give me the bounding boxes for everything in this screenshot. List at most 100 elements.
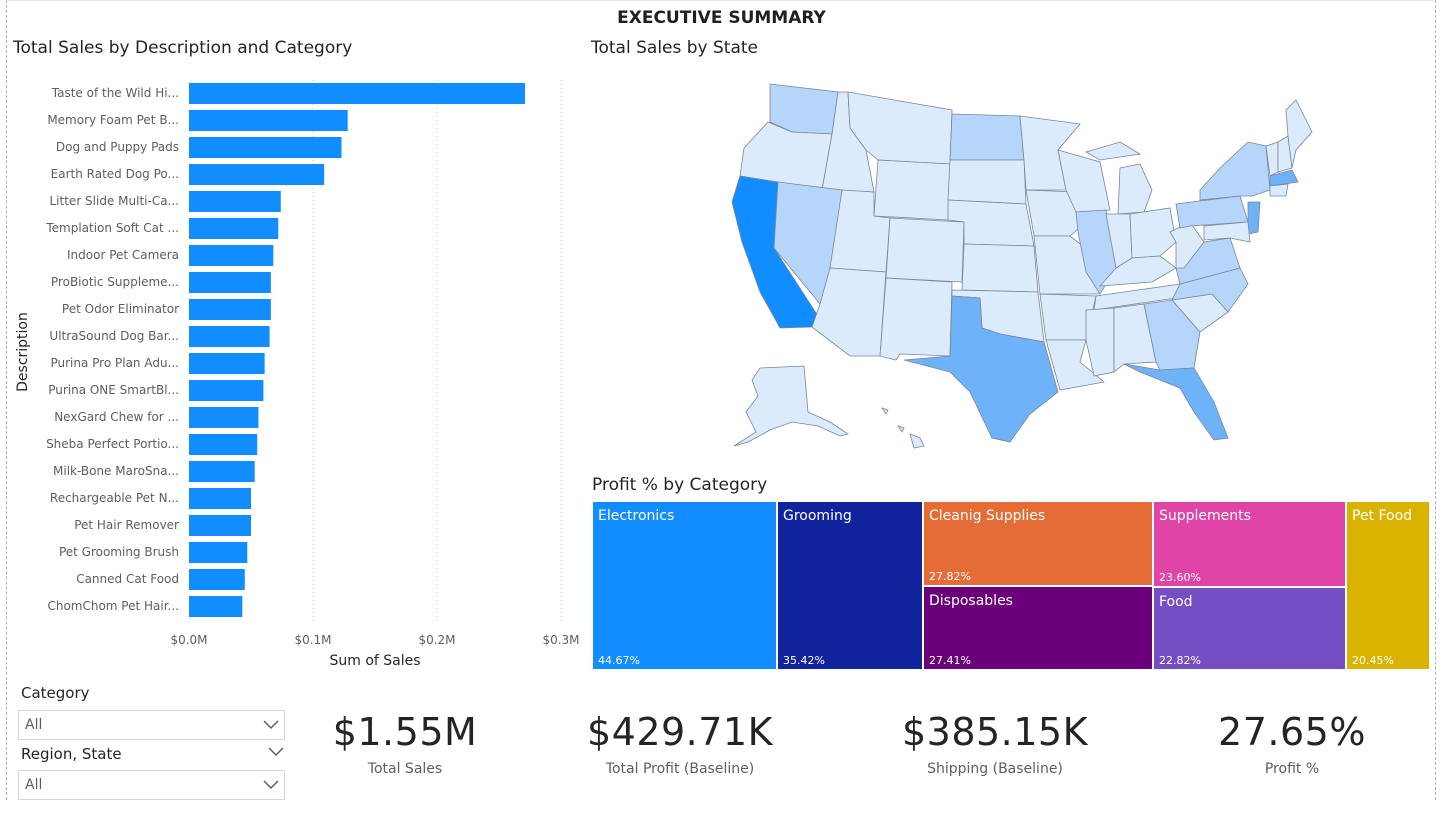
x-tick-label: $0.2M bbox=[418, 633, 455, 647]
bar[interactable] bbox=[189, 407, 259, 428]
tile-name: Grooming bbox=[783, 508, 852, 524]
state-kentucky[interactable] bbox=[1099, 255, 1177, 287]
shipping-value: $385.15K bbox=[901, 710, 1089, 754]
bar[interactable] bbox=[189, 299, 271, 320]
state-louisiana[interactable] bbox=[1045, 339, 1105, 391]
report-canvas bbox=[6, 0, 1436, 800]
y-tick-label: Litter Slide Multi-Ca... bbox=[50, 194, 180, 208]
state-north-dakota[interactable] bbox=[949, 113, 1025, 161]
chevron-down-icon[interactable] bbox=[263, 720, 279, 730]
state-south-dakota[interactable] bbox=[947, 159, 1027, 205]
treemap-tile-electronics[interactable]: Electronics 44.67% bbox=[592, 501, 777, 670]
y-tick-label: ChomChom Pet Hair... bbox=[47, 599, 179, 613]
y-tick-label: UltraSound Dog Bar... bbox=[49, 329, 179, 343]
tile-value: 27.41% bbox=[929, 654, 971, 667]
bar[interactable] bbox=[189, 110, 348, 131]
total-profit-label: Total Profit (Baseline) bbox=[605, 761, 755, 777]
bar[interactable] bbox=[189, 569, 245, 590]
us-sales-map[interactable] bbox=[700, 72, 1315, 457]
profit-treemap[interactable]: Electronics 44.67% Grooming 35.42% Clean… bbox=[592, 501, 1430, 670]
treemap-tile-pet-food[interactable]: Pet Food 20.45% bbox=[1346, 501, 1430, 670]
state-connecticut[interactable] bbox=[1269, 183, 1289, 197]
tile-name: Electronics bbox=[598, 508, 675, 524]
y-tick-label: Pet Grooming Brush bbox=[59, 545, 179, 559]
total-sales-value: $1.55M bbox=[332, 710, 478, 754]
bar[interactable] bbox=[189, 191, 281, 212]
state-alaska[interactable] bbox=[733, 365, 849, 447]
bar[interactable] bbox=[189, 83, 526, 104]
bar[interactable] bbox=[189, 488, 251, 509]
treemap-tile-supplements[interactable]: Supplements 23.60% bbox=[1153, 501, 1346, 587]
state-kansas[interactable] bbox=[961, 243, 1039, 293]
y-tick-label: Taste of the Wild Hi... bbox=[51, 86, 179, 100]
state-mississippi[interactable] bbox=[1085, 307, 1115, 377]
bar[interactable] bbox=[189, 461, 255, 482]
profit-percent-label: Profit % bbox=[1264, 761, 1320, 777]
shipping-label: Shipping (Baseline) bbox=[927, 761, 1063, 777]
category-dropdown[interactable]: All bbox=[18, 710, 285, 740]
y-tick-label: Milk-Bone MaroSna... bbox=[53, 464, 179, 478]
bar[interactable] bbox=[189, 245, 274, 266]
treemap-tile-disposables[interactable]: Disposables 27.41% bbox=[923, 586, 1153, 670]
state-new-mexico[interactable] bbox=[879, 277, 953, 361]
category-slicer-label: Category bbox=[21, 684, 90, 702]
state-alabama[interactable] bbox=[1113, 303, 1157, 373]
map-title: Total Sales by State bbox=[591, 38, 759, 58]
state-hawaii[interactable] bbox=[881, 407, 925, 449]
chevron-down-icon[interactable] bbox=[268, 747, 284, 757]
tile-value: 44.67% bbox=[598, 654, 640, 667]
state-new-jersey[interactable] bbox=[1247, 201, 1261, 235]
bar[interactable] bbox=[189, 434, 258, 455]
y-axis-title: Description bbox=[15, 312, 31, 392]
state-wyoming[interactable] bbox=[873, 159, 951, 221]
x-tick-label: $0.0M bbox=[170, 633, 207, 647]
tile-name: Food bbox=[1159, 594, 1193, 610]
state-maine[interactable] bbox=[1285, 99, 1313, 169]
state-new-york[interactable] bbox=[1199, 141, 1271, 201]
y-tick-label: Indoor Pet Camera bbox=[67, 248, 179, 262]
treemap-tile-food[interactable]: Food 22.82% bbox=[1153, 587, 1346, 670]
y-tick-label: Earth Rated Dog Po... bbox=[51, 167, 179, 181]
y-tick-label: Pet Hair Remover bbox=[74, 518, 179, 532]
state-colorado[interactable] bbox=[885, 217, 965, 283]
region-state-slicer-label: Region, State bbox=[21, 745, 122, 763]
bar[interactable] bbox=[189, 353, 265, 374]
state-illinois[interactable] bbox=[1075, 209, 1117, 295]
chevron-down-icon[interactable] bbox=[263, 780, 279, 790]
y-tick-label: Pet Odor Eliminator bbox=[62, 302, 179, 316]
state-texas[interactable] bbox=[903, 295, 1059, 443]
y-tick-label: Purina Pro Plan Adu... bbox=[50, 356, 179, 370]
tile-name: Disposables bbox=[929, 593, 1013, 609]
state-washington[interactable] bbox=[769, 83, 839, 135]
x-tick-label: $0.3M bbox=[542, 633, 579, 647]
state-ohio[interactable] bbox=[1129, 207, 1177, 259]
bar[interactable] bbox=[189, 272, 271, 293]
y-tick-label: Purina ONE SmartBl... bbox=[48, 383, 179, 397]
bar-chart[interactable]: $0.0M $0.1M $0.2M $0.3M Taste of the Wild Hi… bbox=[0, 70, 585, 675]
bar[interactable] bbox=[189, 218, 279, 239]
state-maryland[interactable] bbox=[1203, 221, 1251, 243]
state-massachusetts[interactable] bbox=[1269, 169, 1299, 187]
bar[interactable] bbox=[189, 542, 248, 563]
total-sales-label: Total Sales bbox=[367, 761, 443, 777]
bar[interactable] bbox=[189, 515, 251, 536]
region-state-dropdown[interactable]: All bbox=[18, 770, 285, 800]
total-profit-value: $429.71K bbox=[586, 710, 774, 754]
y-tick-label: Memory Foam Pet B... bbox=[47, 113, 179, 127]
treemap-tile-cleaning-supplies[interactable]: Cleanig Supplies 27.82% bbox=[923, 501, 1153, 586]
bar[interactable] bbox=[189, 596, 243, 617]
state-michigan[interactable] bbox=[1084, 141, 1153, 215]
tile-value: 23.60% bbox=[1159, 571, 1201, 584]
bar[interactable] bbox=[189, 326, 270, 347]
bar-chart-title: Total Sales by Description and Category bbox=[13, 38, 353, 58]
bar[interactable] bbox=[189, 164, 325, 185]
bar[interactable] bbox=[189, 137, 342, 158]
tile-name: Cleanig Supplies bbox=[929, 508, 1046, 524]
treemap-tile-grooming[interactable]: Grooming 35.42% bbox=[777, 501, 923, 670]
bar[interactable] bbox=[189, 380, 264, 401]
state-florida[interactable] bbox=[1123, 363, 1229, 441]
tile-value: 22.82% bbox=[1159, 654, 1201, 667]
y-tick-label: ProBiotic Suppleme... bbox=[51, 275, 179, 289]
tile-value: 27.82% bbox=[929, 570, 971, 583]
y-tick-label: Canned Cat Food bbox=[76, 572, 179, 586]
